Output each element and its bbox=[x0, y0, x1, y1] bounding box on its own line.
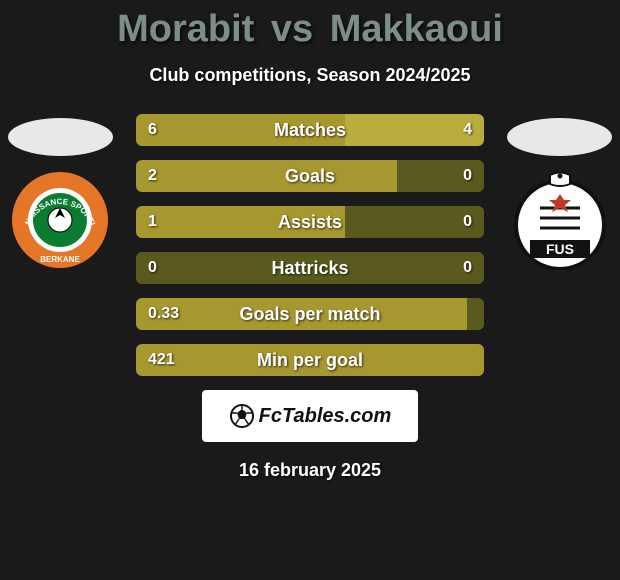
club-crest-left-icon: RENAISSANCE SPORTIVE BERKANE bbox=[10, 170, 110, 270]
stat-label: Goals bbox=[136, 160, 484, 192]
stat-row: Goals2 0 bbox=[136, 160, 484, 192]
club-crest-right-icon: FUS bbox=[510, 170, 610, 270]
stat-label: Assists bbox=[136, 206, 484, 238]
stat-row: Min per goal421 bbox=[136, 344, 484, 376]
svg-text:BERKANE: BERKANE bbox=[40, 255, 80, 264]
stat-row: Goals per match0.33 bbox=[136, 298, 484, 330]
stat-row: Matches6 4 bbox=[136, 114, 484, 146]
club-logo-left: RENAISSANCE SPORTIVE BERKANE bbox=[10, 170, 110, 270]
player-left-oval bbox=[8, 118, 113, 156]
page-title: Morabit vs Makkaoui bbox=[0, 0, 620, 51]
stat-label: Min per goal bbox=[136, 344, 484, 376]
stat-value-left: 421 bbox=[136, 344, 187, 376]
stat-row: Hattricks0 0 bbox=[136, 252, 484, 284]
player-right-oval bbox=[507, 118, 612, 156]
stat-label: Hattricks bbox=[136, 252, 484, 284]
svg-text:FUS: FUS bbox=[546, 241, 574, 257]
stat-value-left: 0.33 bbox=[136, 298, 191, 330]
stat-value-left: 1 bbox=[136, 206, 169, 238]
stat-value-left: 2 bbox=[136, 160, 169, 192]
comparison-stage: RENAISSANCE SPORTIVE BERKANE FUS Matches… bbox=[0, 114, 620, 376]
subtitle: Club competitions, Season 2024/2025 bbox=[0, 65, 620, 86]
stat-value-right: 0 bbox=[451, 160, 484, 192]
soccer-ball-icon bbox=[229, 403, 255, 429]
vs-label: vs bbox=[271, 8, 313, 50]
club-logo-right: FUS bbox=[510, 170, 610, 270]
brand-text: FcTables.com bbox=[259, 405, 392, 428]
stat-value-left: 6 bbox=[136, 114, 169, 146]
player-right-name: Makkaoui bbox=[330, 8, 503, 50]
brand-box: FcTables.com bbox=[202, 390, 418, 442]
stat-value-right: 0 bbox=[451, 206, 484, 238]
stat-row: Assists1 0 bbox=[136, 206, 484, 238]
stat-label: Matches bbox=[136, 114, 484, 146]
date-label: 16 february 2025 bbox=[0, 460, 620, 481]
stat-bars: Matches64Goals20Assists10Hattricks00Goal… bbox=[136, 114, 484, 376]
stat-value-right: 4 bbox=[451, 114, 484, 146]
player-left-name: Morabit bbox=[117, 8, 254, 50]
stat-value-right: 0 bbox=[451, 252, 484, 284]
stat-value-left: 0 bbox=[136, 252, 169, 284]
